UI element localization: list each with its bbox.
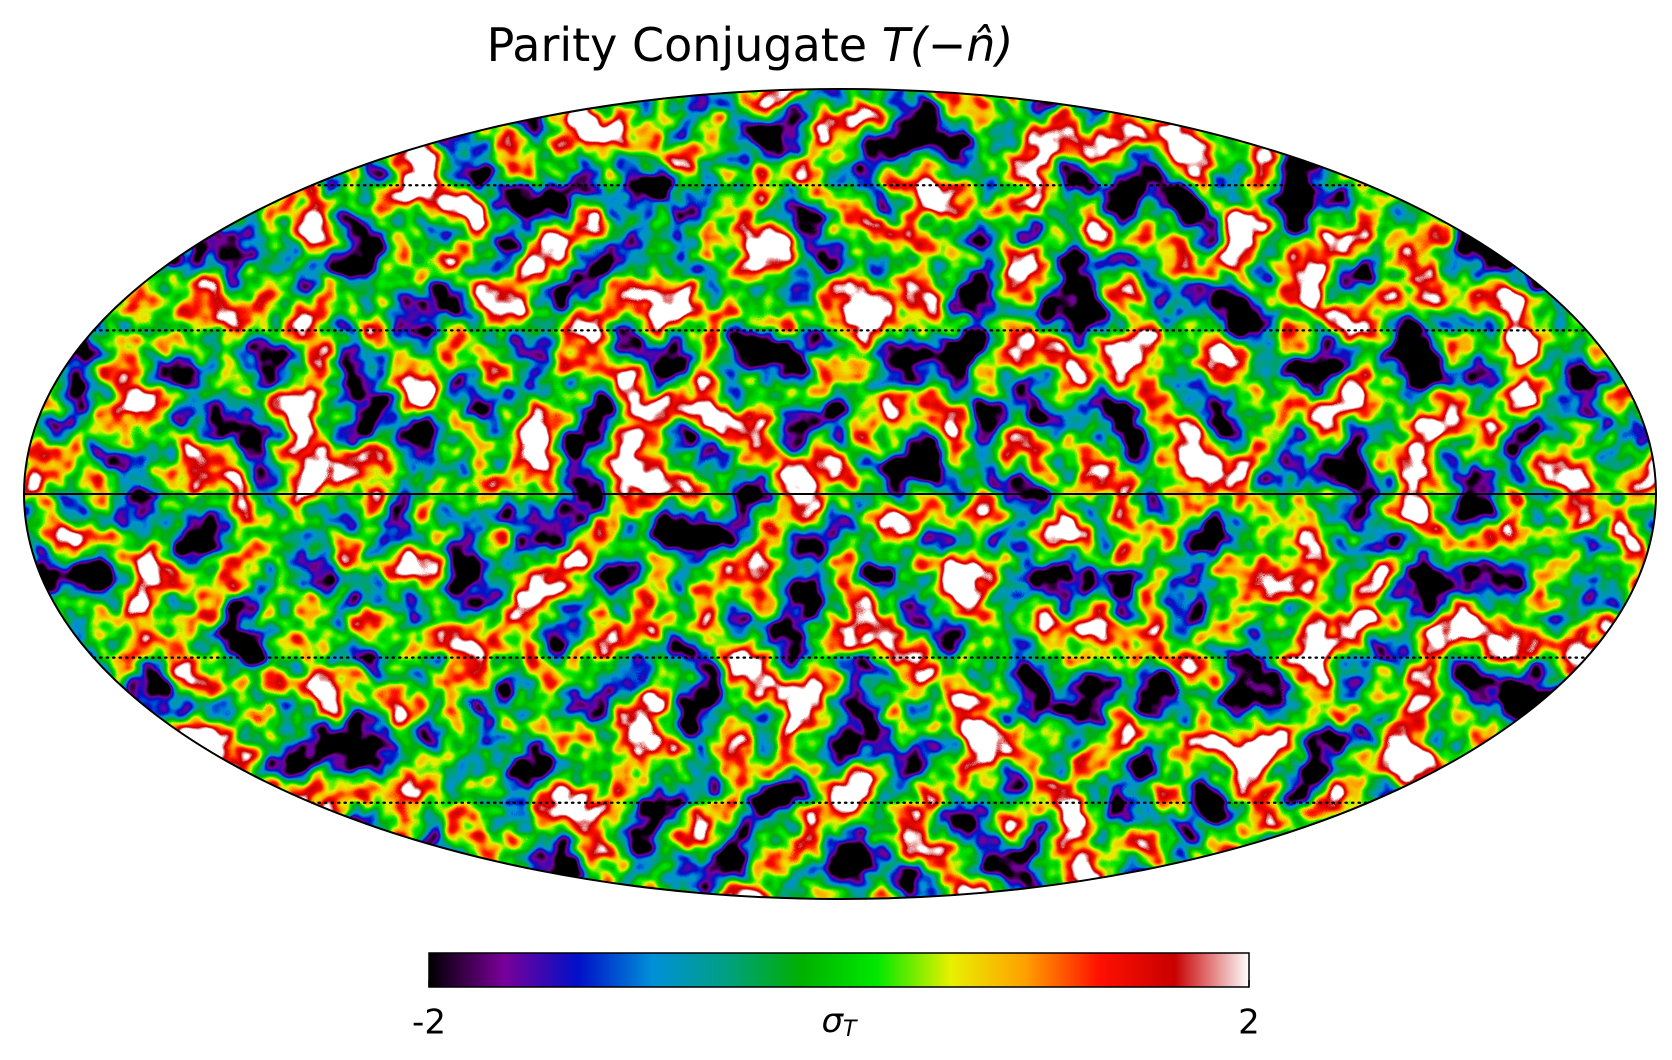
- colorbar-subscript: T: [843, 1017, 858, 1042]
- title-text: Parity Conjugate: [487, 18, 868, 72]
- graticule: [24, 185, 1656, 804]
- colorbar-label: σT: [821, 1001, 858, 1043]
- colorbar-tick-label: 2: [1238, 1003, 1260, 1043]
- chart-title: Parity Conjugate T(−n̂): [487, 18, 1014, 72]
- title-math: T(−n̂): [882, 18, 1014, 72]
- colorbar: [428, 952, 1250, 988]
- sky-outline: [23, 88, 1657, 900]
- colorbar-symbol: σ: [821, 1001, 844, 1041]
- colorbar-tick-label: -2: [412, 1003, 446, 1043]
